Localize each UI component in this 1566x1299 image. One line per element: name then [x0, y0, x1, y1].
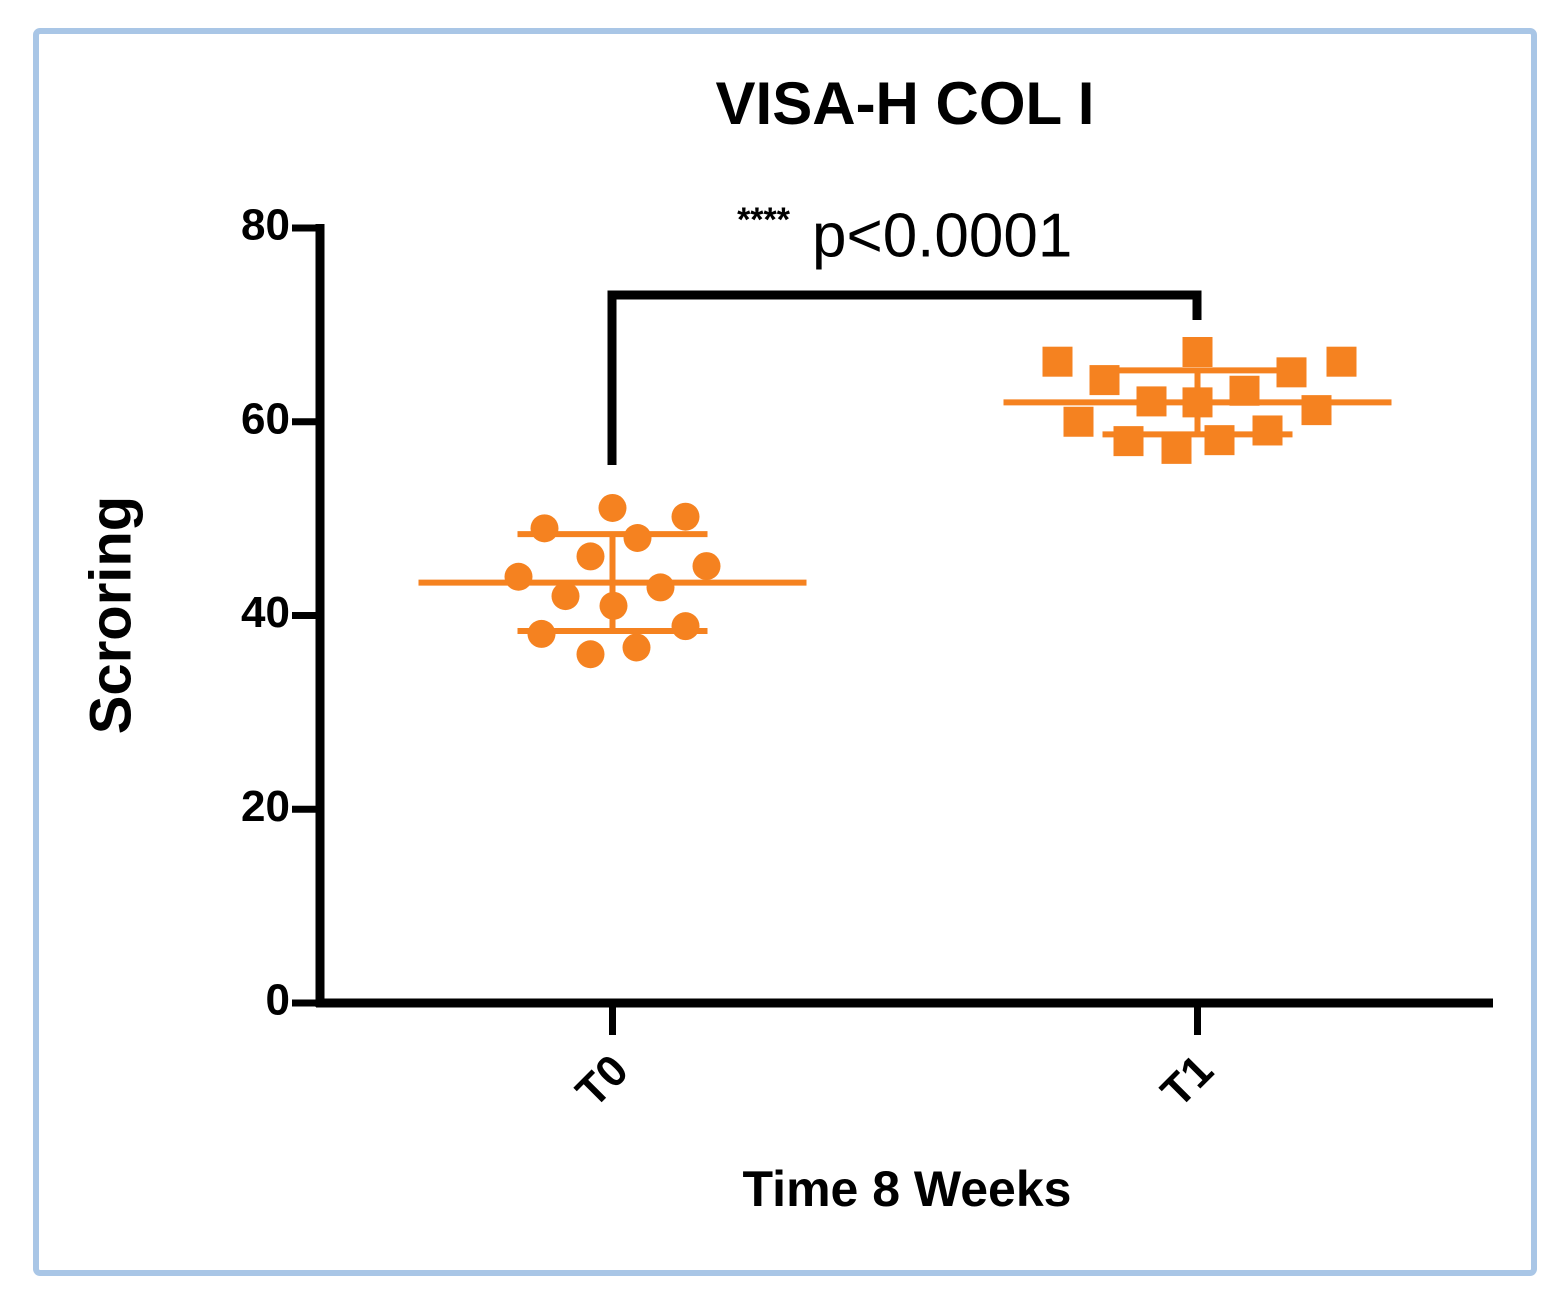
- point: [1042, 346, 1073, 377]
- point: [530, 514, 559, 543]
- point: [576, 640, 605, 669]
- point: [622, 633, 651, 662]
- annotation-p: p<0.0001: [812, 201, 1072, 270]
- point: [599, 591, 628, 620]
- point: [527, 619, 556, 648]
- y-tick-label: 0: [266, 976, 290, 1025]
- point: [671, 502, 700, 531]
- point: [1229, 375, 1260, 406]
- point: [1063, 406, 1094, 437]
- point: [504, 562, 533, 591]
- point: [1113, 426, 1144, 457]
- y-tick-label: 80: [241, 201, 290, 250]
- point: [692, 552, 721, 581]
- chart-title: VISA-H COL I: [716, 70, 1095, 137]
- point: [1326, 346, 1357, 377]
- x-axis-label: Time 8 Weeks: [743, 1161, 1072, 1217]
- y-axis-label: Scroring: [78, 496, 143, 735]
- point: [576, 542, 605, 571]
- point: [671, 612, 700, 641]
- point: [598, 493, 627, 522]
- point: [1252, 415, 1283, 446]
- point: [1301, 395, 1332, 426]
- point: [1182, 337, 1213, 367]
- y-tick-label: 40: [241, 588, 290, 637]
- point: [646, 573, 675, 602]
- point: [1161, 433, 1192, 464]
- frame: [33, 28, 1537, 1276]
- y-tick-label: 20: [241, 782, 290, 831]
- point: [551, 582, 580, 611]
- significance-bracket: [607, 290, 1202, 465]
- y-tick-label: 60: [241, 394, 290, 443]
- point: [1089, 365, 1120, 396]
- point: [623, 524, 652, 552]
- x-tick-label: T1: [1152, 1046, 1223, 1117]
- point: [1276, 357, 1307, 388]
- annotation-stars: ****: [737, 201, 791, 239]
- point: [1182, 387, 1213, 418]
- point: [1204, 425, 1235, 456]
- x-tick-label: T0: [567, 1046, 638, 1117]
- point: [1136, 386, 1167, 417]
